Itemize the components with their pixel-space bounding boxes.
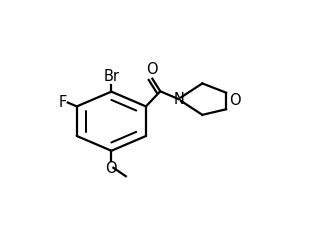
- Text: O: O: [229, 94, 241, 108]
- Text: Br: Br: [103, 69, 119, 84]
- Text: F: F: [58, 95, 66, 110]
- Text: O: O: [106, 162, 117, 176]
- Text: N: N: [173, 92, 184, 107]
- Text: O: O: [147, 62, 158, 77]
